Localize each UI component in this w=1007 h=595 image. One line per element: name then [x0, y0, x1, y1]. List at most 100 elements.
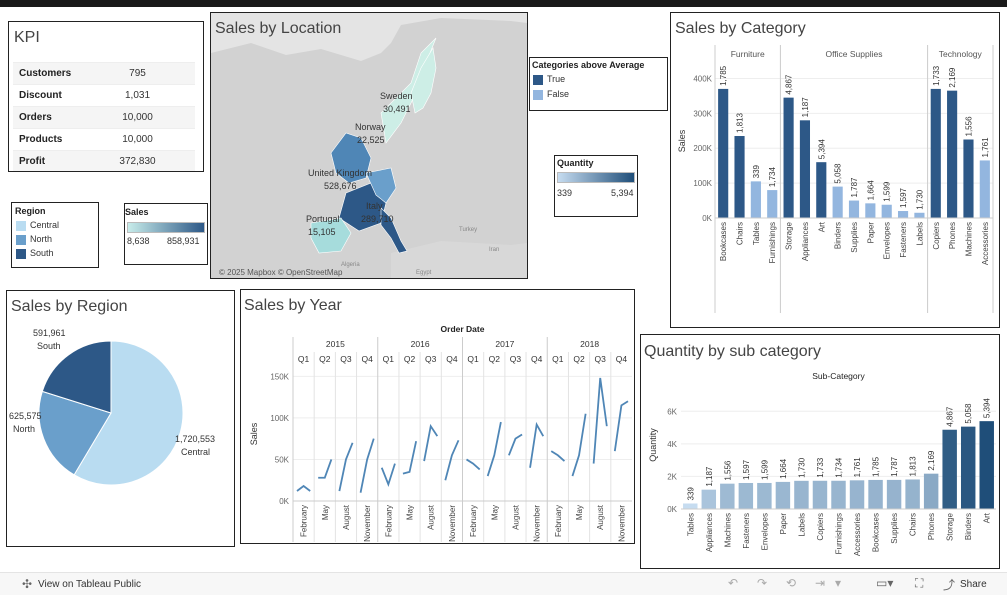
- share-button[interactable]: Share: [960, 579, 987, 590]
- bar-value-label: 1,597: [899, 187, 908, 208]
- bar-value-label: 1,787: [890, 456, 899, 477]
- quarter-header: Q2: [319, 354, 331, 364]
- kpi-row: Orders 10,000: [13, 106, 195, 129]
- quantity-bar: [849, 480, 865, 509]
- top-bar: [0, 0, 1007, 7]
- bar-value-label: 1,664: [866, 180, 875, 201]
- sales-line-segment: [466, 458, 481, 471]
- sub-category-tick-label: Chairs: [909, 513, 918, 536]
- pie-category-label: South: [37, 341, 61, 351]
- quantity-by-sub-panel: Quantity by sub category Sub-Category Qua…: [640, 334, 1000, 569]
- sub-category-tick-label: Furnishings: [835, 513, 844, 554]
- bar-value-label: 1,733: [932, 65, 941, 86]
- revert-icon[interactable]: ⟲: [786, 576, 797, 590]
- category-bar: [963, 139, 974, 218]
- sales-line-segment: [529, 421, 545, 468]
- month-tick-label: May: [575, 505, 584, 520]
- category-tick-label: Bookcases: [719, 222, 728, 261]
- quantity-by-sub-chart[interactable]: Sub-Category Quantity 0K 2K 4K 6K 339 Tables 1,1…: [641, 335, 999, 568]
- region-legend-item-north[interactable]: North: [16, 234, 52, 245]
- quantity-legend-max: 5,394: [611, 188, 634, 198]
- y-tick-label: 100K: [270, 414, 289, 423]
- map-panel[interactable]: © 2025 Mapbox © OpenStreetMap Sweden 30,…: [210, 12, 528, 279]
- sales-by-category-title: Sales by Category: [675, 20, 806, 37]
- sub-category-tick-label: Tables: [686, 513, 695, 536]
- month-tick-label: November: [448, 505, 457, 542]
- category-avg-legend-true[interactable]: True: [533, 74, 565, 85]
- pause-icon[interactable]: ▾: [835, 576, 842, 590]
- quantity-bar: [868, 479, 883, 509]
- pie-value-label: 1,720,553: [175, 434, 215, 444]
- category-bar: [734, 136, 745, 218]
- sales-legend: Sales 8,638 858,931: [124, 203, 208, 265]
- sales-by-category-panel: Sales by Category Sales 0K 100K 200K 300K 400…: [670, 12, 1000, 328]
- fullscreen-icon[interactable]: ⛶: [915, 576, 924, 590]
- legend-label: False: [547, 89, 570, 99]
- category-tick-label: Binders: [834, 222, 843, 249]
- refresh-icon[interactable]: ⇥: [815, 576, 826, 590]
- share-icon[interactable]: ⤴: [943, 578, 956, 592]
- category-bar: [816, 162, 827, 218]
- sales-legend-min: 8,638: [127, 236, 150, 246]
- kpi-value: 10,000: [80, 106, 195, 129]
- quarter-header: Q2: [489, 354, 501, 364]
- map-africa: [391, 241, 527, 278]
- sales-legend-title: Sales: [125, 207, 149, 217]
- category-bar: [832, 186, 843, 218]
- sales-by-year-panel: Sales by Year Order Date Sales 0K 50K 100K 15…: [240, 289, 635, 544]
- sub-category-tick-label: Labels: [797, 513, 806, 537]
- map-canvas[interactable]: © 2025 Mapbox © OpenStreetMap Sweden 30,…: [211, 13, 527, 278]
- bar-value-label: 1,787: [850, 177, 859, 198]
- region-legend[interactable]: Region Central North South: [11, 202, 99, 268]
- y-tick-label: 6K: [667, 407, 677, 416]
- swatch: [16, 234, 26, 245]
- category-avg-legend-false[interactable]: False: [533, 89, 569, 100]
- device-layout-icon[interactable]: ▭▾: [876, 576, 894, 590]
- category-bar: [947, 90, 958, 218]
- sales-by-year-title: Sales by Year: [244, 297, 342, 314]
- sales-gradient-bar: [127, 222, 205, 233]
- undo-icon[interactable]: ↶: [728, 576, 739, 590]
- redo-icon[interactable]: ↷: [757, 576, 768, 590]
- month-tick-label: August: [342, 504, 351, 530]
- bar-value-label: 5,058: [964, 403, 973, 424]
- sales-line-segment: [508, 433, 523, 456]
- map-sweden: [410, 47, 437, 114]
- category-avg-legend[interactable]: Categories above Average True False: [529, 57, 668, 111]
- view-on-tableau-link[interactable]: View on Tableau Public: [38, 579, 142, 590]
- pie-slice: [41, 340, 112, 414]
- sales-by-year-chart[interactable]: Order Date Sales 0K 50K 100K 150K 2015 2016 2017…: [241, 290, 634, 543]
- sales-by-region-chart[interactable]: 1,720,553 Central 625,575 North 591,961 South: [7, 291, 234, 546]
- map-basemap-iran: Iran: [489, 247, 499, 253]
- map-label-portugal-name: Portugal: [306, 214, 340, 224]
- bar-value-label: 1,734: [835, 457, 844, 478]
- sub-category-tick-label: Accessories: [853, 513, 862, 556]
- category-tick-label: Accessories: [981, 222, 990, 265]
- map-label-uk-value: 528,676: [324, 181, 357, 191]
- map-label-portugal-value: 15,105: [308, 227, 336, 237]
- category-tick-label: Copiers: [932, 222, 941, 250]
- y-tick-label: 400K: [693, 74, 712, 83]
- quantity-legend-min: 339: [557, 188, 573, 198]
- quantity-bar: [683, 503, 698, 509]
- year-header: 2017: [495, 339, 514, 349]
- quarter-header: Q1: [552, 354, 564, 364]
- sales-line-segment: [338, 442, 354, 492]
- swatch: [16, 248, 26, 259]
- map-benelux: [365, 167, 397, 204]
- bar-value-label: 5,394: [983, 398, 992, 419]
- sub-category-tick-label: Storage: [946, 512, 955, 541]
- region-legend-item-south[interactable]: South: [16, 248, 54, 259]
- y-tick-label: 4K: [667, 440, 677, 449]
- quantity-bar: [923, 473, 939, 509]
- category-bar: [897, 211, 909, 218]
- kpi-row: Customers 795: [13, 62, 195, 85]
- sales-line-segment: [359, 438, 375, 493]
- y-tick-label: 200K: [693, 144, 712, 153]
- bar-value-label: 4,867: [946, 406, 955, 427]
- sales-line-segment: [444, 439, 460, 481]
- kpi-label: Orders: [13, 106, 80, 129]
- region-legend-item-central[interactable]: Central: [16, 220, 59, 231]
- bar-value-label: 1,664: [779, 458, 788, 479]
